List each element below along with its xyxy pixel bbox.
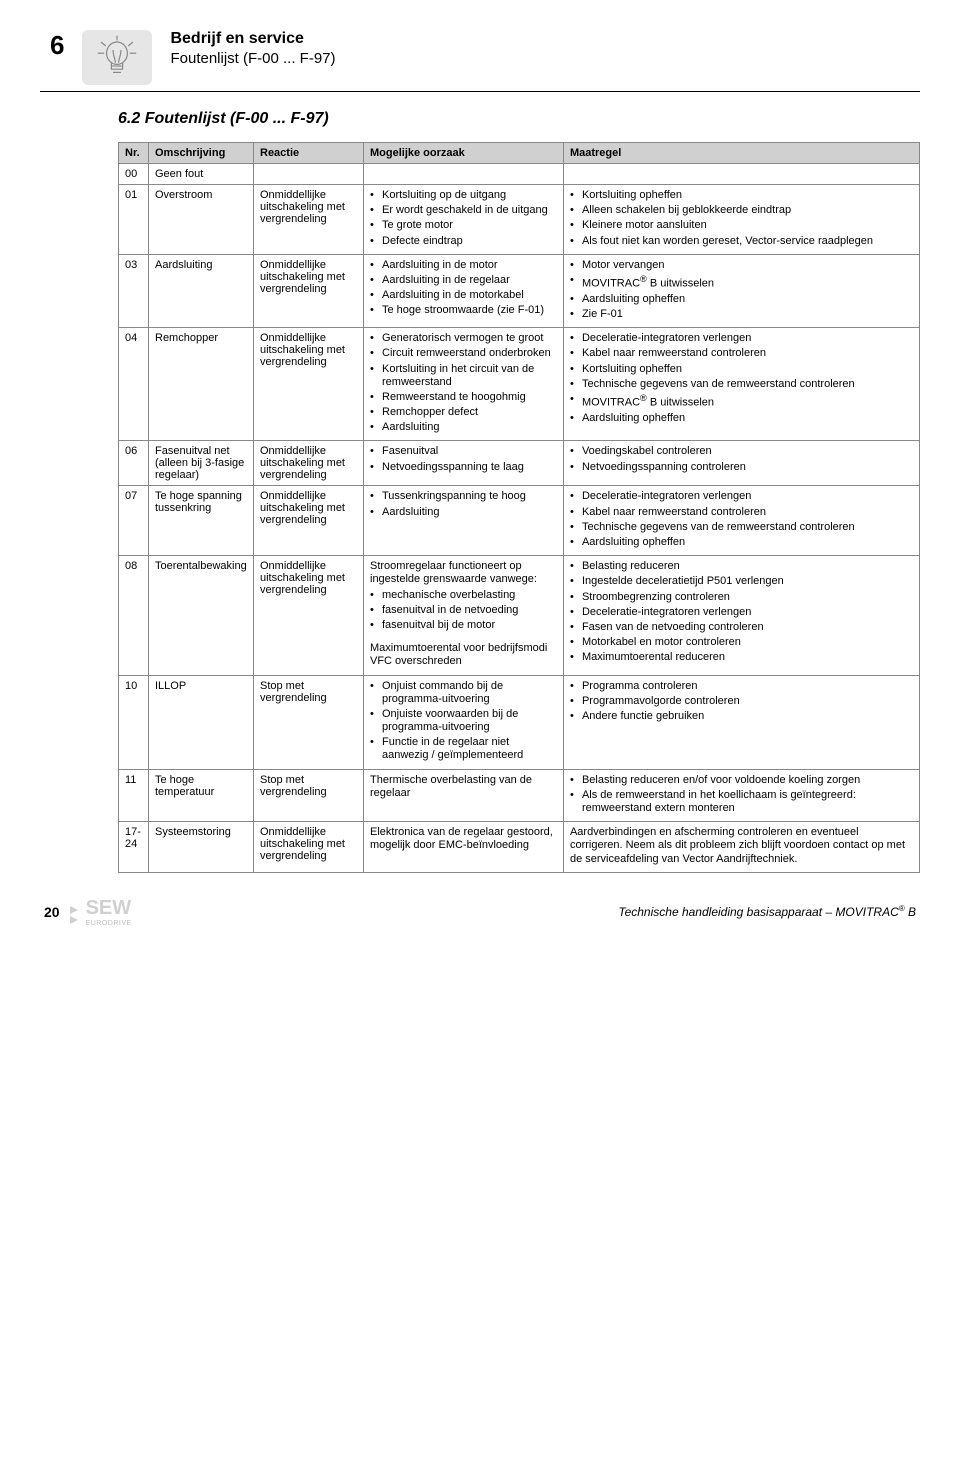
header-divider [40,91,920,92]
cell-reactie: Stop met vergrendeling [254,769,364,822]
cell-oorzaak [364,164,564,185]
cell-oorzaak: Thermische overbelasting van de regelaar [364,769,564,822]
page-subtitle: Foutenlijst (F-00 ... F-97) [170,50,335,67]
cell-omschrijving: Overstroom [149,185,254,255]
cell-reactie: Onmiddellijke uitschakeling met vergrend… [254,441,364,486]
cell-maatregel: Kortsluiting opheffenAlleen schakelen bi… [563,185,919,255]
cell-reactie: Onmiddellijke uitschakeling met vergrend… [254,556,364,675]
cell-maatregel: Motor vervangenMOVITRAC® B uitwisselenAa… [563,254,919,327]
page-header: 6 Bedrijf en service Foutenlijst (F-00 .… [40,30,920,85]
cell-nr: 17-24 [119,822,149,873]
cell-oorzaak: Aardsluiting in de motorAardsluiting in … [364,254,564,327]
cell-oorzaak: Stroomregelaar functioneert op ingesteld… [364,556,564,675]
cell-maatregel: Aardverbindingen en afscherming controle… [563,822,919,873]
section-title: 6.2 Foutenlijst (F-00 ... F-97) [118,110,920,128]
cell-oorzaak: Tussenkringspanning te hoogAardsluiting [364,486,564,556]
cell-omschrijving: ILLOP [149,675,254,769]
cell-maatregel: Belasting reducerenIngestelde decelerati… [563,556,919,675]
table-row: 00Geen fout [119,164,920,185]
sew-logo: SEW EURODRIVE [70,897,132,927]
cell-oorzaak: Elektronica van de regelaar gestoord, mo… [364,822,564,873]
cell-omschrijving: Geen fout [149,164,254,185]
table-row: 07Te hoge spanning tussenkringOnmiddelli… [119,486,920,556]
cell-maatregel: Programma controlerenProgrammavolgorde c… [563,675,919,769]
cell-omschrijving: Te hoge temperatuur [149,769,254,822]
cell-omschrijving: Toerentalbewaking [149,556,254,675]
table-row: 03AardsluitingOnmiddellijke uitschakelin… [119,254,920,327]
page-footer: 20 SEW EURODRIVE Technische handleiding … [40,897,920,927]
lightbulb-icon [82,30,152,85]
col-maatregel: Maatregel [563,143,919,164]
cell-nr: 00 [119,164,149,185]
cell-reactie: Onmiddellijke uitschakeling met vergrend… [254,185,364,255]
cell-reactie: Stop met vergrendeling [254,675,364,769]
col-nr: Nr. [119,143,149,164]
cell-oorzaak: Generatorisch vermogen te grootCircuit r… [364,328,564,441]
cell-nr: 08 [119,556,149,675]
cell-reactie: Onmiddellijke uitschakeling met vergrend… [254,486,364,556]
page-number: 20 [44,904,60,920]
col-reactie: Reactie [254,143,364,164]
cell-oorzaak: Onjuist commando bij de programma-uitvoe… [364,675,564,769]
footer-doc-title: Technische handleiding basisapparaat – M… [618,904,916,919]
table-row: 11Te hoge temperatuurStop met vergrendel… [119,769,920,822]
cell-nr: 04 [119,328,149,441]
cell-omschrijving: Remchopper [149,328,254,441]
cell-reactie [254,164,364,185]
table-row: 10ILLOPStop met vergrendelingOnjuist com… [119,675,920,769]
cell-reactie: Onmiddellijke uitschakeling met vergrend… [254,822,364,873]
cell-oorzaak: FasenuitvalNetvoedingsspanning te laag [364,441,564,486]
table-row: 17-24SysteemstoringOnmiddellijke uitscha… [119,822,920,873]
cell-maatregel [563,164,919,185]
cell-omschrijving: Te hoge spanning tussenkring [149,486,254,556]
cell-nr: 07 [119,486,149,556]
cell-nr: 03 [119,254,149,327]
fault-table: Nr. Omschrijving Reactie Mogelijke oorza… [118,142,920,873]
cell-reactie: Onmiddellijke uitschakeling met vergrend… [254,254,364,327]
page-title: Bedrijf en service [170,30,335,48]
cell-omschrijving: Aardsluiting [149,254,254,327]
cell-oorzaak: Kortsluiting op de uitgangEr wordt gesch… [364,185,564,255]
table-row: 01OverstroomOnmiddellijke uitschakeling … [119,185,920,255]
cell-reactie: Onmiddellijke uitschakeling met vergrend… [254,328,364,441]
header-text: Bedrijf en service Foutenlijst (F-00 ...… [170,30,335,67]
chapter-number: 6 [50,30,64,61]
cell-maatregel: Deceleratie-integratoren verlengenKabel … [563,328,919,441]
cell-nr: 01 [119,185,149,255]
cell-maatregel: Deceleratie-integratoren verlengenKabel … [563,486,919,556]
cell-maatregel: Voedingskabel controlerenNetvoedingsspan… [563,441,919,486]
col-oorzaak: Mogelijke oorzaak [364,143,564,164]
table-row: 06Fasenuitval net (alleen bij 3-fasige r… [119,441,920,486]
cell-omschrijving: Fasenuitval net (alleen bij 3-fasige reg… [149,441,254,486]
table-header-row: Nr. Omschrijving Reactie Mogelijke oorza… [119,143,920,164]
cell-maatregel: Belasting reduceren en/of voor voldoende… [563,769,919,822]
cell-nr: 11 [119,769,149,822]
cell-nr: 10 [119,675,149,769]
table-row: 04RemchopperOnmiddellijke uitschakeling … [119,328,920,441]
cell-omschrijving: Systeemstoring [149,822,254,873]
col-omschrijving: Omschrijving [149,143,254,164]
table-row: 08ToerentalbewakingOnmiddellijke uitscha… [119,556,920,675]
cell-nr: 06 [119,441,149,486]
